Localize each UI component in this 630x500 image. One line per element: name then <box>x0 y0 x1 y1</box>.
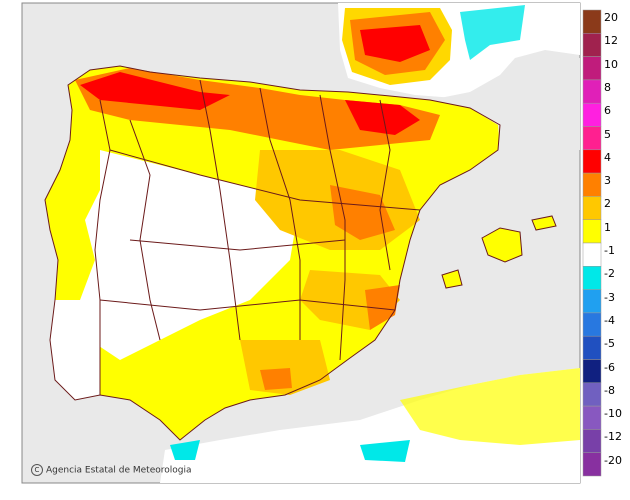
anomaly-east-3 <box>330 185 395 240</box>
legend-swatch <box>582 102 602 127</box>
balearic-ibiza <box>441 269 463 289</box>
legend-label: 12 <box>604 34 618 48</box>
legend-swatch <box>582 312 602 337</box>
no-anomaly-west <box>80 150 300 360</box>
legend-swatch <box>582 219 602 244</box>
province-borders <box>44 65 501 441</box>
legend-label: 6 <box>604 104 611 118</box>
legend-swatch <box>582 33 602 57</box>
legend-swatch <box>582 289 602 314</box>
legend-swatch <box>582 405 602 430</box>
no-anomaly-portugal <box>50 300 100 400</box>
anomaly-south-4 <box>260 368 292 390</box>
copyright-icon: C <box>31 464 43 476</box>
legend-label: 3 <box>604 174 611 188</box>
north-africa-cold <box>360 440 410 462</box>
legend-swatch <box>582 126 602 151</box>
legend-label: 20 <box>604 11 618 24</box>
legend-label: -10 <box>604 407 622 421</box>
balearic-menorca <box>531 215 557 231</box>
legend-swatch <box>582 452 602 477</box>
legend-label: -3 <box>604 290 615 304</box>
catalonia-coast <box>430 55 580 150</box>
legend-swatch <box>582 196 602 220</box>
legend-label: 2 <box>604 197 611 211</box>
color-legend <box>582 9 602 477</box>
legend-label: -6 <box>604 360 615 374</box>
legend-swatch <box>582 266 602 290</box>
aemet-credit: C Agencia Estatal de Meteorologia <box>31 464 192 476</box>
legend-swatch <box>582 79 602 104</box>
france-cold-patch <box>460 5 525 60</box>
legend-swatch <box>582 359 602 384</box>
legend-swatch <box>582 56 602 81</box>
north-africa-anomaly <box>400 368 580 445</box>
watermark: tiempo <box>505 456 562 475</box>
legend-swatch <box>582 9 602 34</box>
legend-label: -1 <box>604 244 615 257</box>
legend-swatch <box>582 429 602 453</box>
anomaly-south-3 <box>240 340 330 395</box>
legend-label: 8 <box>604 80 611 94</box>
anomaly-southeast-3 <box>365 285 400 330</box>
legend-swatch <box>582 382 602 407</box>
anomaly-north-4 <box>80 72 230 110</box>
legend-label: 4 <box>604 150 611 164</box>
legend-label: -5 <box>604 337 615 351</box>
legend-label: -4 <box>604 313 615 327</box>
legend-label: 10 <box>604 57 618 71</box>
legend-label: 1 <box>604 220 611 234</box>
balearic-mallorca <box>481 227 523 263</box>
legend-label: -20 <box>604 453 622 467</box>
legend-swatch <box>582 242 602 267</box>
legend-label: -8 <box>604 383 615 397</box>
legend-label: 5 <box>604 127 611 141</box>
credit-text: Agencia Estatal de Meteorologia <box>46 465 192 476</box>
france-anomaly-4 <box>360 25 430 62</box>
legend-swatch <box>582 335 602 360</box>
legend-swatch <box>582 172 602 197</box>
legend-label: -12 <box>604 430 622 444</box>
legend-swatch <box>582 149 602 174</box>
anomaly-ebro-4 <box>345 100 420 135</box>
legend-label: -2 <box>604 267 615 281</box>
strait-cold <box>170 440 200 460</box>
